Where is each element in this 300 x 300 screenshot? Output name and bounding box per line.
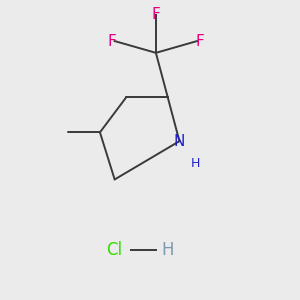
Text: F: F xyxy=(107,34,116,49)
Text: N: N xyxy=(174,134,185,149)
Text: H: H xyxy=(161,241,174,259)
Text: F: F xyxy=(196,34,204,49)
Text: H: H xyxy=(191,157,200,170)
Text: Cl: Cl xyxy=(106,241,123,259)
Text: F: F xyxy=(152,7,160,22)
